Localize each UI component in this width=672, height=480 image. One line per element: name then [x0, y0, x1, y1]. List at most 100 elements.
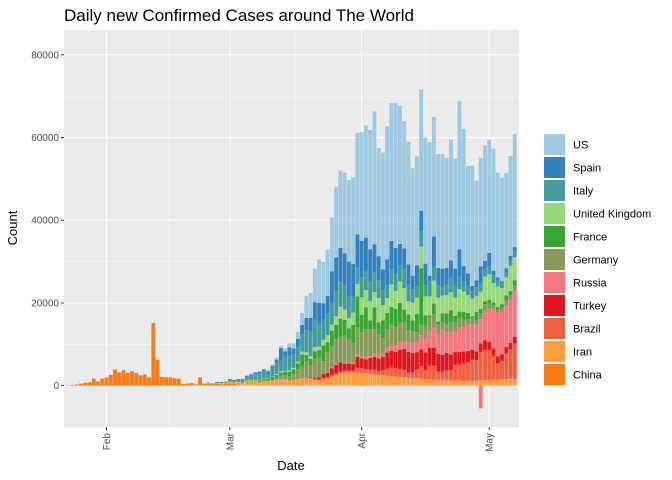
bar-france [338, 318, 343, 337]
bar-united-kingdom [419, 246, 424, 269]
bar-spain [363, 237, 368, 271]
bar-iran [300, 378, 305, 386]
bar-iran [432, 379, 436, 386]
bar-china [202, 383, 207, 386]
bar-france [295, 363, 300, 370]
bar-france [321, 345, 326, 362]
bar-russia [478, 319, 483, 344]
bar-spain [312, 302, 317, 320]
bar-brazil [461, 363, 466, 382]
bar-brazil [385, 368, 390, 376]
bar-france [440, 313, 445, 322]
bar-italy [508, 259, 513, 266]
bar-china [87, 382, 92, 386]
bar-france [410, 320, 415, 332]
bar-iran [295, 379, 300, 386]
bar-spain [385, 259, 390, 286]
bar-france [325, 342, 330, 353]
bar-russia [355, 354, 360, 357]
bar-brazil [372, 369, 377, 375]
bar-italy [219, 382, 224, 384]
bar-spain [295, 338, 300, 348]
bar-brazil [478, 352, 483, 381]
bar-brazil [436, 371, 441, 380]
bar-italy [512, 251, 517, 258]
bar-russia [457, 327, 462, 352]
bar-china [130, 371, 134, 386]
bar-iran [406, 377, 411, 386]
bar-russia [372, 353, 377, 358]
bar-france [500, 304, 504, 308]
bar-iran [287, 380, 292, 386]
bar-italy [436, 285, 441, 298]
bar-russia [368, 355, 373, 358]
bar-iran [317, 380, 322, 386]
bar-russia [436, 334, 441, 354]
bar-france [432, 303, 436, 315]
bar-iran [500, 379, 504, 386]
bar-germany [449, 322, 453, 332]
bar-brazil [470, 359, 475, 382]
bar-germany [393, 326, 398, 346]
bar-spain [359, 240, 364, 278]
bar-spain [346, 261, 351, 297]
bar-iran [440, 379, 445, 386]
bar-brazil [414, 369, 419, 379]
bar-iran [380, 374, 385, 386]
bar-germany [372, 328, 377, 354]
bar-germany [466, 319, 470, 325]
bar-turkey [470, 349, 475, 360]
bar-turkey [419, 349, 424, 367]
bar-italy [232, 380, 237, 382]
bar-iran [436, 379, 441, 386]
bar-us [329, 217, 334, 272]
bar-spain [244, 375, 249, 377]
bar-iran [491, 379, 496, 386]
bar-iran [474, 380, 479, 386]
bar-iran [466, 380, 470, 386]
bar-us [491, 148, 496, 271]
bar-turkey [385, 352, 390, 369]
bar-us [389, 103, 394, 241]
legend-key [544, 341, 565, 362]
legend-label: Germany [573, 255, 619, 267]
bar-germany [270, 379, 275, 381]
bar-russia [385, 348, 390, 353]
bar-us [287, 343, 292, 348]
legend-label: Turkey [573, 301, 607, 313]
bar-germany [385, 328, 390, 349]
bar-france [329, 330, 334, 347]
bar-france [461, 312, 466, 320]
bar-germany [500, 307, 504, 311]
y-tick-label: 80000 [31, 50, 59, 61]
bar-germany [355, 327, 360, 355]
bar-iran [325, 378, 330, 386]
bar-russia [453, 332, 458, 353]
bar-france [342, 319, 347, 336]
bar-iran [278, 379, 283, 386]
bar-italy [236, 379, 241, 382]
bar-france [261, 379, 266, 381]
bar-us [385, 126, 390, 260]
y-axis-label: Count [5, 210, 20, 245]
bar-united-kingdom [291, 367, 296, 370]
bar-france [334, 324, 339, 339]
bar-italy [376, 280, 381, 298]
bar-germany [495, 309, 500, 313]
bar-us [470, 165, 475, 286]
bar-us [261, 368, 266, 370]
bar-germany [470, 317, 475, 325]
bar-spain [261, 369, 266, 372]
bar-spain [504, 268, 509, 273]
bar-us [414, 156, 419, 266]
bar-russia [342, 362, 347, 364]
bar-us [376, 147, 381, 257]
bar-italy [283, 356, 288, 371]
bar-italy [257, 373, 262, 380]
bar-united-kingdom [363, 290, 368, 308]
bar-turkey [329, 368, 334, 375]
bar-us [512, 134, 517, 248]
bar-iran [389, 376, 394, 386]
bar-us [274, 357, 279, 360]
bar-iran [419, 378, 424, 386]
